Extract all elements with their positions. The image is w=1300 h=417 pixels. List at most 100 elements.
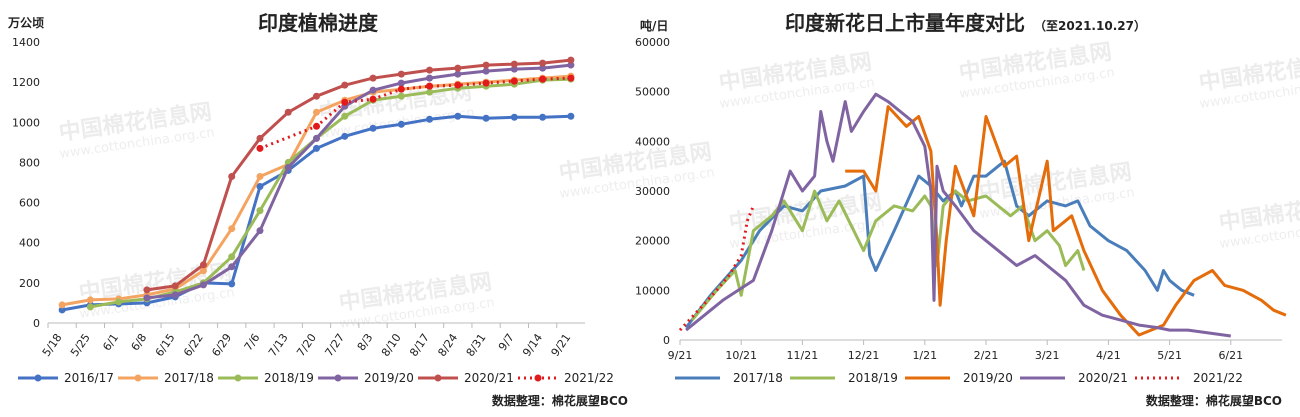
left-series-point — [369, 74, 377, 82]
left-series-point — [228, 280, 236, 288]
left-x-tick-label: 8/10 — [379, 331, 404, 359]
left-series-point — [369, 124, 377, 132]
right-x-tick-label: 9/21 — [668, 349, 693, 362]
left-x-tick-label: 6/1 — [100, 331, 121, 353]
left-chart-title: 印度植棉进度 — [258, 11, 379, 35]
right-chart-subtitle: （至2021.10.27） — [1034, 18, 1146, 33]
left-x-tick-label: 6/8 — [129, 331, 150, 353]
left-series-point — [256, 207, 264, 215]
left-series-point — [567, 74, 575, 82]
left-x-tick-label: 8/31 — [464, 331, 489, 359]
left-series-point — [397, 92, 405, 100]
left-x-tick-label: 8/17 — [407, 331, 432, 359]
left-series-point — [567, 61, 575, 69]
left-series-point — [426, 74, 434, 82]
left-chart: 印度植棉进度 万公顷 0 200 400 600 800 1000 1200 1400 5/18… — [7, 11, 628, 408]
left-series-point — [454, 112, 462, 120]
left-legend-marker — [334, 374, 342, 382]
left-series-point — [426, 82, 434, 90]
right-x-tick-label: 5/21 — [1157, 349, 1182, 362]
left-series-point — [397, 70, 405, 78]
right-x-tick-label: 3/21 — [1035, 349, 1060, 362]
left-series-point — [539, 64, 547, 72]
left-series-line — [90, 77, 571, 309]
left-series-point — [284, 163, 292, 171]
left-x-tick-label: 8/24 — [435, 331, 460, 359]
left-series-point — [397, 85, 405, 93]
right-legend-label: 2019/20 — [963, 371, 1013, 385]
left-series-point — [199, 281, 207, 289]
left-x-tick-label: 6/29 — [209, 331, 234, 359]
right-legend-label: 2017/18 — [733, 371, 783, 385]
left-series-line — [146, 63, 572, 300]
left-series-point — [482, 79, 490, 87]
left-series-point — [341, 98, 349, 106]
left-series-point — [567, 112, 575, 120]
right-series — [678, 92, 1287, 338]
left-series-point — [228, 225, 236, 233]
left-legend-marker — [134, 374, 142, 382]
right-series-line — [691, 189, 1086, 322]
left-series-point — [369, 95, 377, 103]
left-series-point — [256, 183, 264, 191]
left-legend-label: 2020/21 — [464, 371, 514, 385]
left-series-point — [482, 114, 490, 122]
left-legend-marker — [34, 374, 42, 382]
left-series-point — [510, 60, 518, 68]
left-series-point — [313, 144, 320, 152]
left-series-point — [454, 70, 462, 78]
right-series-line — [678, 205, 755, 332]
left-y-tick-label: 1000 — [12, 116, 40, 129]
right-x-tick-label: 12/21 — [848, 349, 880, 362]
right-x-tick-label: 4/21 — [1096, 349, 1121, 362]
left-series-point — [228, 172, 236, 180]
left-series-point — [510, 65, 518, 73]
left-series-point — [143, 294, 151, 302]
left-y-tick-label: 400 — [19, 237, 40, 250]
left-x-tick-label: 6/22 — [181, 331, 206, 359]
left-x-tick-label: 7/27 — [322, 331, 347, 359]
left-series-point — [256, 172, 264, 180]
left-series-point — [539, 75, 547, 83]
left-series-point — [143, 286, 151, 294]
left-series-point — [397, 120, 405, 128]
left-legend-label: 2017/18 — [164, 371, 214, 385]
left-legend-marker — [234, 374, 242, 382]
right-axes: 0 10000 20000 30000 40000 50000 60000 9/21 10/21… — [635, 36, 1282, 362]
left-x-tick-label: 9/14 — [520, 331, 545, 359]
right-y-tick-label: 10000 — [635, 284, 670, 297]
left-series-point — [256, 227, 264, 235]
left-series-point — [510, 77, 518, 85]
left-series-point — [228, 263, 236, 271]
right-y-tick-label: 30000 — [635, 185, 670, 198]
left-series-point — [256, 144, 264, 152]
left-series-point — [341, 112, 349, 120]
left-series-point — [426, 115, 434, 123]
left-series-point — [199, 261, 207, 269]
left-series-point — [539, 59, 547, 67]
left-legend-marker — [434, 374, 442, 382]
left-y-tick-label: 0 — [33, 317, 40, 330]
right-x-tick-label: 10/21 — [725, 349, 757, 362]
left-series-point — [454, 81, 462, 89]
right-chart-unit: 吨/日 — [640, 18, 668, 33]
right-y-tick-label: 20000 — [635, 235, 670, 248]
right-series-line — [685, 92, 1232, 338]
left-series-point — [115, 298, 123, 306]
left-y-tick-label: 800 — [19, 156, 40, 169]
left-legend-label: 2016/17 — [64, 371, 114, 385]
left-series-point — [86, 296, 94, 304]
left-series-point — [313, 122, 320, 130]
left-series-point — [369, 86, 377, 94]
left-series-point — [284, 108, 292, 116]
left-series-point — [313, 108, 320, 116]
right-y-tick-label: 60000 — [635, 36, 670, 49]
right-series-line — [845, 105, 1287, 337]
right-x-tick-label: 2/21 — [974, 349, 999, 362]
right-y-tick-label: 50000 — [635, 86, 670, 99]
left-legend: 2016/17 2017/18 2018/19 2019/20 2020/21 2021/… — [18, 371, 614, 385]
right-legend-label: 2018/19 — [848, 371, 898, 385]
left-y-tick-label: 200 — [19, 277, 40, 290]
right-y-tick-label: 0 — [663, 334, 670, 347]
